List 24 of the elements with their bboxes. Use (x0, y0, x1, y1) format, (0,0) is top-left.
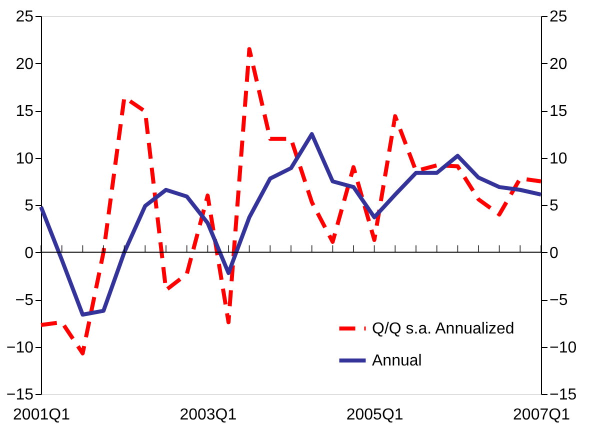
y-tick-label: 0 (24, 244, 34, 262)
y-tick-label: 10 (16, 150, 34, 168)
y2-tick-label: 20 (550, 56, 568, 73)
y2-tick-label: −10 (550, 339, 577, 356)
legend-label: Q/Q s.a. Annualized (372, 320, 514, 338)
y2-tick-label: 10 (550, 150, 568, 168)
y2-tick-label: −15 (550, 386, 577, 404)
y-tick-label: 15 (16, 103, 34, 120)
y2-tick-label: 15 (550, 103, 568, 120)
y-tick-label: 20 (16, 56, 34, 73)
x-tick-label: 2005Q1 (346, 406, 404, 424)
x-tick-label: 2003Q1 (180, 406, 237, 424)
legend-label: Annual (372, 352, 422, 370)
y2-tick-label: 0 (550, 244, 558, 262)
x-tick-label: 2007Q1 (513, 406, 570, 424)
y2-tick-label: −5 (550, 292, 568, 309)
x-tick-label: 2001Q1 (13, 406, 70, 424)
y2-tick-label: 5 (550, 198, 558, 214)
y-tick-label: −15 (6, 386, 34, 404)
y-tick-label: −10 (6, 339, 34, 356)
y-tick-label: 25 (16, 8, 34, 26)
y2-tick-label: 25 (550, 8, 568, 26)
y-tick-label: 5 (24, 198, 34, 214)
y-tick-label: −5 (15, 292, 34, 309)
